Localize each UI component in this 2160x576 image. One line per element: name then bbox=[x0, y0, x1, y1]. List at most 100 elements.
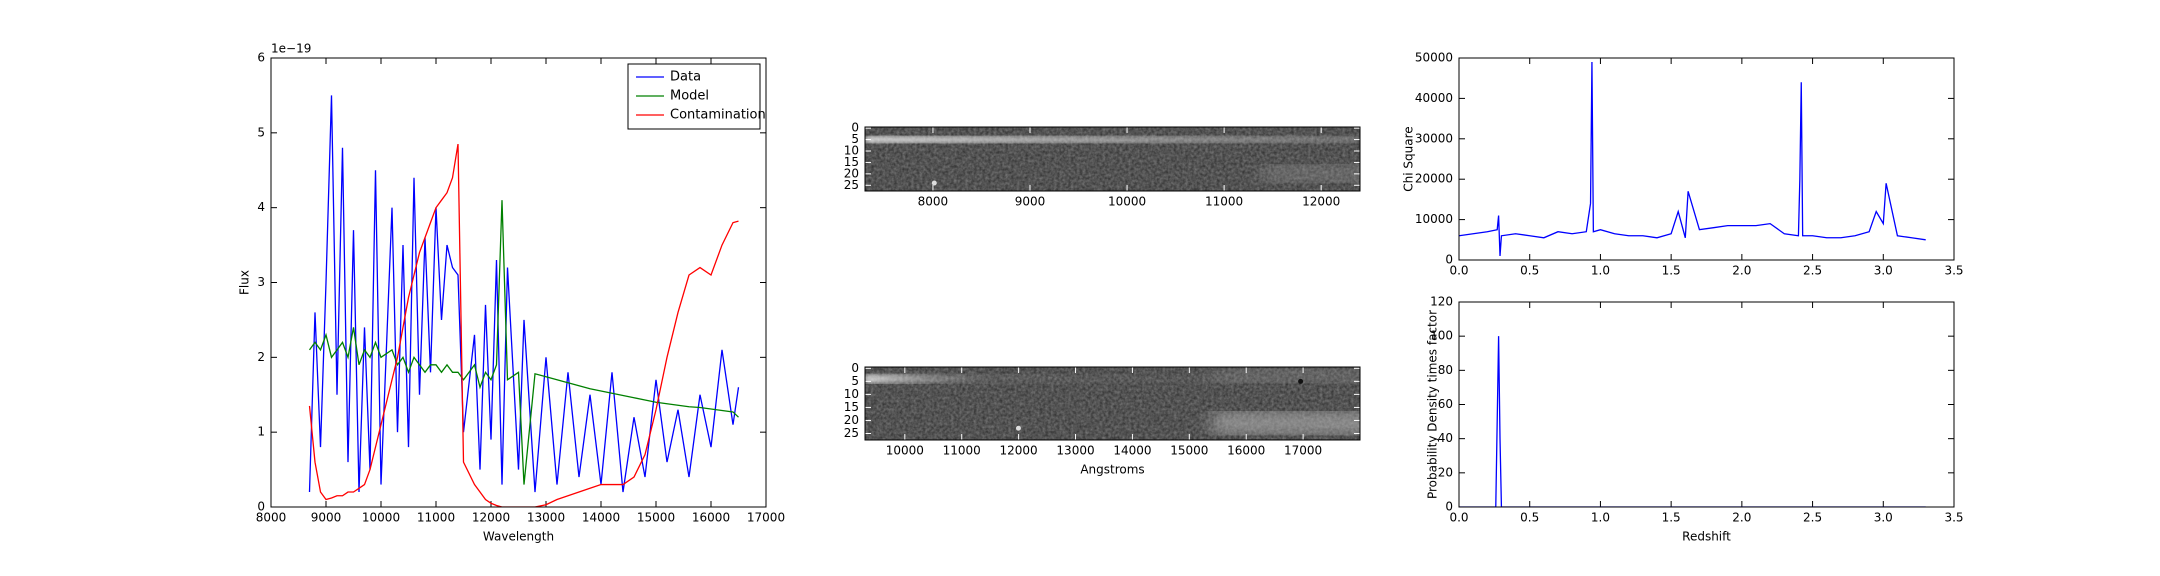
y-tick-label: 0 bbox=[1445, 253, 1453, 267]
y-tick-label: 20 bbox=[844, 166, 859, 180]
chart: 8000 9000 10000 11000 12000 13000 14000 15000 16… bbox=[238, 42, 786, 544]
plot-area bbox=[1459, 336, 1926, 507]
x-tick-label: 13000 bbox=[527, 511, 565, 525]
x-tick-label: 17000 bbox=[1284, 444, 1322, 458]
y-tick-label: 15 bbox=[844, 400, 859, 414]
spectral-trace bbox=[865, 136, 1360, 143]
y-tick-label: 0 bbox=[851, 121, 859, 135]
y-axis-label: Flux bbox=[238, 270, 252, 295]
plot-area bbox=[308, 95, 740, 507]
x-tick-label: 2.0 bbox=[1732, 264, 1751, 278]
y-tick-label: 5 bbox=[257, 125, 265, 139]
y-tick-label: 20 bbox=[1438, 465, 1453, 479]
y-tick-label: 5 bbox=[851, 132, 859, 146]
plot-area bbox=[1459, 62, 1926, 257]
x-tick-label: 17000 bbox=[747, 511, 785, 525]
x-tick-label: 0.5 bbox=[1520, 511, 1539, 525]
y-tick-label: 60 bbox=[1438, 397, 1453, 411]
x-tick-label: 3.0 bbox=[1874, 511, 1893, 525]
x-tick-label: 16000 bbox=[1227, 444, 1265, 458]
chart: 0.0 0.5 1.0 1.5 2.0 2.5 3.0 3.5 0 10000 20000 30000… bbox=[1402, 51, 1964, 278]
legend-label: Contamination bbox=[670, 108, 766, 123]
y-tick-label: 0 bbox=[257, 500, 265, 514]
y-tick-label: 6 bbox=[257, 51, 265, 65]
x-axis-label: Wavelength bbox=[483, 530, 554, 544]
glow bbox=[1211, 370, 1360, 383]
y-tick-label: 2 bbox=[257, 350, 265, 364]
axes-frame bbox=[270, 57, 767, 508]
y-tick-label: 30000 bbox=[1415, 131, 1453, 145]
series-line bbox=[308, 200, 739, 485]
series-line bbox=[308, 95, 740, 493]
y-tick-label: 40 bbox=[1438, 431, 1453, 445]
series-line bbox=[308, 143, 739, 507]
x-axis-label: Angstroms bbox=[1080, 463, 1144, 477]
x-tick-label: 12000 bbox=[472, 511, 510, 525]
legend-label: Model bbox=[670, 89, 709, 104]
glow bbox=[1261, 165, 1360, 182]
x-tick-label: 11000 bbox=[943, 444, 981, 458]
x-tick-label: 1.5 bbox=[1662, 264, 1681, 278]
series-line bbox=[1459, 62, 1926, 257]
axes-frame bbox=[864, 366, 1361, 441]
axes-frame bbox=[864, 126, 1361, 192]
x-tick-label: 10000 bbox=[362, 511, 400, 525]
y-tick-label: 25 bbox=[844, 426, 859, 440]
x-tick-label: 12000 bbox=[1302, 195, 1340, 209]
x-tick-label: 11000 bbox=[1205, 195, 1243, 209]
y-tick-label: 1 bbox=[257, 425, 265, 439]
x-tick-label: 10000 bbox=[886, 444, 924, 458]
y-tick-label: 5 bbox=[851, 374, 859, 388]
x-tick-label: 1.0 bbox=[1591, 511, 1610, 525]
y-tick-label: 120 bbox=[1430, 295, 1453, 309]
y-tick-label: 4 bbox=[257, 200, 265, 214]
x-tick-label: 9000 bbox=[311, 511, 342, 525]
y-tick-label: 0 bbox=[1445, 500, 1453, 514]
legend-label: Data bbox=[670, 70, 701, 85]
x-tick-label: 0.0 bbox=[1449, 511, 1468, 525]
series-line bbox=[1459, 336, 1926, 507]
x-tick-label: 14000 bbox=[582, 511, 620, 525]
x-tick-label: 16000 bbox=[692, 511, 730, 525]
y-tick-label: 25 bbox=[844, 178, 859, 192]
glow bbox=[1211, 413, 1360, 434]
y-tick-label: 40000 bbox=[1415, 91, 1453, 105]
x-tick-label: 15000 bbox=[1170, 444, 1208, 458]
x-tick-label: 0.0 bbox=[1449, 264, 1468, 278]
image bbox=[865, 127, 1360, 191]
chart: 10000 11000 12000 13000 14000 15000 16000 17000… bbox=[844, 361, 1361, 477]
star bbox=[1015, 425, 1021, 431]
image bbox=[865, 367, 1360, 440]
y-axis-label: Probability Density times factor bbox=[1426, 310, 1440, 499]
axes-frame bbox=[1458, 57, 1955, 261]
y-tick-label: 80 bbox=[1438, 363, 1453, 377]
x-tick-label: 8000 bbox=[918, 195, 949, 209]
x-tick-label: 9000 bbox=[1015, 195, 1046, 209]
x-tick-label: 8000 bbox=[256, 511, 287, 525]
star bbox=[931, 180, 937, 186]
y-tick-label: 100 bbox=[1430, 329, 1453, 343]
y-axis-label: Chi Square bbox=[1402, 126, 1416, 191]
y-tick-label: 15 bbox=[844, 155, 859, 169]
x-tick-label: 2.5 bbox=[1803, 264, 1822, 278]
spectral-trace bbox=[865, 374, 1360, 383]
x-tick-label: 11000 bbox=[417, 511, 455, 525]
y-offset-label: 1e−19 bbox=[271, 42, 311, 56]
x-axis-label: Redshift bbox=[1682, 530, 1731, 544]
x-tick-label: 1.0 bbox=[1591, 264, 1610, 278]
y-tick-label: 10000 bbox=[1415, 212, 1453, 226]
star bbox=[1298, 378, 1304, 384]
x-tick-label: 3.0 bbox=[1874, 264, 1893, 278]
x-tick-label: 15000 bbox=[637, 511, 675, 525]
y-tick-label: 20 bbox=[844, 413, 859, 427]
y-tick-label: 3 bbox=[257, 275, 265, 289]
x-tick-label: 14000 bbox=[1113, 444, 1151, 458]
chart: 0.0 0.5 1.0 1.5 2.0 2.5 3.0 3.5 0 20 40 60 80 100 120 R… bbox=[1426, 295, 1964, 544]
x-tick-label: 12000 bbox=[1000, 444, 1038, 458]
x-tick-label: 0.5 bbox=[1520, 264, 1539, 278]
x-tick-label: 3.5 bbox=[1944, 264, 1963, 278]
x-tick-label: 10000 bbox=[1108, 195, 1146, 209]
axes-frame bbox=[1458, 301, 1955, 508]
